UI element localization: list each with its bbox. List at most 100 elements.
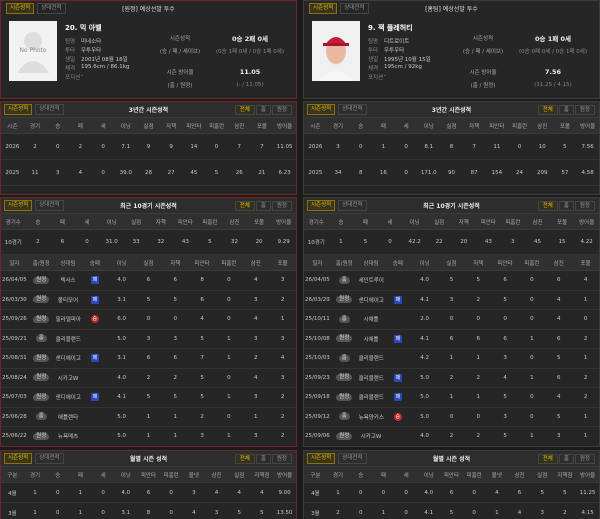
table-cell: 2	[25, 229, 51, 255]
filter-button[interactable]: 전체	[234, 454, 255, 464]
column-header: 피홈런	[462, 467, 486, 483]
header-row: 경기수 승 패 세 이닝 실점 자책 피안타 피홈런 삼진 포볼 방어율	[1, 214, 296, 230]
table-cell: 1	[572, 407, 599, 427]
column-header: 세	[394, 118, 418, 134]
filter-button[interactable]: 전체	[537, 454, 558, 464]
tab[interactable]: 시즌성적	[307, 104, 336, 115]
column-header: 피안타	[485, 118, 509, 134]
table-cell: 2	[464, 368, 492, 388]
filter-button[interactable]: 전체	[537, 105, 558, 115]
column-header: 이닝	[411, 255, 439, 271]
table-cell: 25/10/03	[304, 348, 331, 369]
home-away-badge: 홈	[35, 413, 47, 421]
table-cell: 25/08/31	[304, 446, 331, 447]
filter-group: 전체 홈 원정	[537, 454, 595, 464]
filter-button[interactable]: 전체	[537, 201, 558, 211]
table-cell: 볼티모어	[54, 290, 82, 310]
filter-button[interactable]: 홈	[255, 454, 271, 464]
tab[interactable]: 상대전적	[35, 453, 64, 464]
column-header: 피안타	[491, 255, 519, 271]
table-cell: 0	[349, 482, 373, 503]
table-cell: 0	[394, 482, 418, 503]
table-cell: 6	[545, 270, 573, 291]
column-header: 실점	[530, 467, 554, 483]
filter-button[interactable]: 홈	[255, 201, 271, 211]
filter-button[interactable]: 전체	[234, 201, 255, 211]
tab[interactable]: 상대전적	[338, 104, 367, 115]
filter-button[interactable]: 홈	[255, 105, 271, 115]
table-cell: 39.0	[114, 159, 138, 186]
filter-group: 전체 홈 원정	[537, 201, 595, 211]
table-cell: 1	[438, 387, 465, 408]
table-cell: 마이애미	[55, 446, 82, 447]
table-cell: 9.29	[271, 229, 296, 255]
column-header: 승	[25, 214, 51, 230]
table-cell: 5	[553, 133, 577, 160]
table-cell: 1	[485, 502, 509, 519]
player-name: 20. 믹 아벨	[65, 24, 102, 32]
table-cell: 1	[572, 446, 599, 447]
table-cell: 2	[188, 407, 216, 427]
game-row: 25/06/22 원정 뉴욕메츠 5.0 1 1 3 1 3 2	[1, 426, 296, 446]
home-away-badge: 원정	[336, 296, 353, 304]
table-cell: 1	[464, 348, 492, 369]
table-cell: 1	[269, 309, 296, 330]
table-cell: 75	[462, 185, 486, 194]
home-away-badge: 원정	[33, 315, 50, 323]
filter-button[interactable]: 홈	[558, 105, 574, 115]
tab[interactable]: 상대전적	[35, 104, 64, 115]
column-header: 자책점	[250, 467, 274, 483]
profile-title: [홈팀] 예상선발 투수	[425, 6, 478, 13]
filter-button[interactable]: 원정	[574, 454, 595, 464]
table-cell: 0	[464, 309, 492, 330]
table-cell: 26/03/30	[1, 290, 28, 310]
home-away-badge: 원정	[33, 374, 50, 382]
tab[interactable]: 상대전적	[35, 200, 64, 211]
tab[interactable]: 시즌성적	[6, 3, 35, 14]
column-header: 일자	[304, 255, 331, 271]
table-cell: 15	[549, 229, 575, 255]
filter-button[interactable]: 원정	[271, 201, 292, 211]
filter-button[interactable]: 전체	[234, 105, 255, 115]
tab[interactable]: 시즌성적	[307, 200, 336, 211]
tab[interactable]: 상대전적	[338, 200, 367, 211]
column-header: 자책	[464, 255, 492, 271]
filter-button[interactable]: 원정	[271, 105, 292, 115]
filter-button[interactable]: 홈	[558, 454, 574, 464]
monthly-panel: 시즌성적 상대전적 월별 시즌 성적 전체 홈 원정 구분 경기 승 패 세 이닝 피안타 피홈런 볼넷 삼진…	[0, 450, 297, 519]
table-cell: 원정	[27, 426, 55, 446]
table-cell: 4	[205, 482, 228, 503]
header-row: 경기수 승 패 세 이닝 실점 자책 피안타 피홈런 삼진 포볼 방어율	[304, 214, 599, 230]
table-cell: 28	[137, 159, 160, 186]
tab[interactable]: 시즌성적	[4, 104, 33, 115]
tab[interactable]: 상대전적	[340, 3, 369, 14]
table-cell: 3	[545, 446, 572, 447]
column-header: 포볼	[250, 118, 274, 134]
column-header: 홈/원정	[330, 255, 358, 271]
filter-button[interactable]: 홈	[558, 201, 574, 211]
tab[interactable]: 시즌성적	[307, 453, 336, 464]
filter-button[interactable]: 원정	[574, 201, 595, 211]
table-cell: 47	[553, 185, 577, 194]
filter-button[interactable]: 원정	[574, 105, 595, 115]
tab[interactable]: 상대전적	[37, 3, 66, 14]
tab[interactable]: 시즌성적	[4, 200, 33, 211]
table-cell: 0	[91, 159, 115, 186]
table-cell: 승	[81, 309, 109, 330]
tab[interactable]: 시즌성적	[4, 453, 33, 464]
summary-value: 0승 1패 0세	[534, 34, 572, 43]
tab[interactable]: 상대전적	[338, 453, 367, 464]
filter-button[interactable]: 원정	[271, 454, 292, 464]
table-cell: 25/07/03	[1, 387, 28, 408]
table-cell: 1	[216, 446, 243, 447]
info-label: 투타	[65, 48, 76, 54]
table-cell: 3	[242, 290, 270, 310]
tab[interactable]: 시즌성적	[309, 3, 338, 14]
table-cell: 10	[530, 133, 554, 160]
table-cell	[384, 309, 412, 330]
column-header: 방어율	[576, 467, 599, 483]
info-label: 투타	[368, 48, 379, 54]
table-cell: 3.1	[108, 348, 136, 369]
column-header: 포볼	[572, 255, 599, 271]
table-cell: 4	[485, 482, 509, 503]
